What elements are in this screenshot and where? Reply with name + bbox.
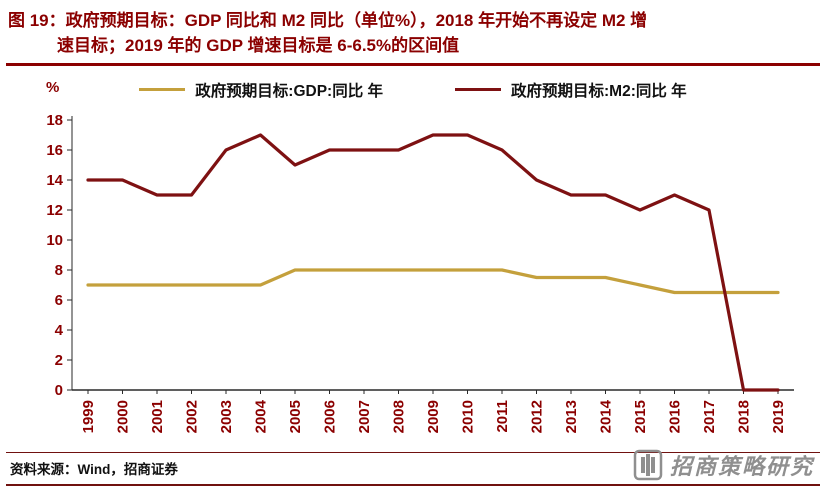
legend-line-swatch xyxy=(455,87,502,92)
svg-text:8: 8 xyxy=(55,262,63,279)
legend-label: 政府预期目标:M2:同比 年 xyxy=(511,82,687,100)
legend-line-swatch xyxy=(139,87,186,92)
svg-text:6: 6 xyxy=(55,292,63,309)
svg-text:18: 18 xyxy=(46,112,63,129)
svg-text:16: 16 xyxy=(46,142,63,159)
cms-logo-icon xyxy=(633,449,663,481)
svg-text:2009: 2009 xyxy=(425,400,442,433)
figure-title-line1: 图 19：政府预期目标：GDP 同比和 M2 同比（单位%），2018 年开始不… xyxy=(8,11,648,30)
figure-title: 图 19：政府预期目标：GDP 同比和 M2 同比（单位%），2018 年开始不… xyxy=(0,0,826,58)
source-text: 资料来源：Wind，招商证券 xyxy=(10,462,178,477)
legend-row: % 政府预期目标:GDP:同比 年 政府预期目标:M2:同比 年 xyxy=(0,74,826,104)
line-chart: 0 2 4 6 8 10 12 14 16 18 1999 2000 2001 2002 2003 2004 2… xyxy=(46,112,794,433)
svg-text:2019: 2019 xyxy=(770,400,787,433)
svg-text:2007: 2007 xyxy=(356,400,373,433)
svg-text:2010: 2010 xyxy=(460,400,477,433)
legend-label: 政府预期目标:GDP:同比 年 xyxy=(195,82,384,100)
y-axis-unit-label: % xyxy=(46,78,60,96)
svg-text:12: 12 xyxy=(46,202,63,219)
svg-text:2000: 2000 xyxy=(115,400,132,433)
svg-text:2004: 2004 xyxy=(253,399,270,433)
svg-text:2003: 2003 xyxy=(218,400,235,433)
svg-text:2002: 2002 xyxy=(184,400,201,433)
svg-text:1999: 1999 xyxy=(80,400,97,433)
svg-text:2013: 2013 xyxy=(563,400,580,433)
svg-text:2012: 2012 xyxy=(529,400,546,433)
watermark: 招商策略研究 xyxy=(633,448,814,482)
legend-item: 政府预期目标:GDP:同比 年 xyxy=(139,79,383,101)
svg-text:2015: 2015 xyxy=(632,400,649,433)
svg-text:2005: 2005 xyxy=(287,400,304,433)
svg-text:2011: 2011 xyxy=(494,400,511,433)
title-divider xyxy=(6,63,820,66)
svg-text:14: 14 xyxy=(46,172,63,189)
svg-text:2001: 2001 xyxy=(149,400,166,433)
svg-text:2018: 2018 xyxy=(736,400,753,433)
svg-text:0: 0 xyxy=(55,382,63,399)
svg-text:2017: 2017 xyxy=(701,400,718,433)
svg-text:2008: 2008 xyxy=(391,400,408,433)
svg-text:2016: 2016 xyxy=(667,400,684,433)
source-row: 资料来源：Wind，招商证券 xyxy=(6,452,820,486)
svg-text:2006: 2006 xyxy=(322,400,339,433)
svg-text:2014: 2014 xyxy=(598,399,615,433)
legend: 政府预期目标:GDP:同比 年 政府预期目标:M2:同比 年 xyxy=(0,74,826,101)
svg-text:2: 2 xyxy=(55,352,63,369)
figure-title-line2: 速目标；2019 年的 GDP 增速目标是 6-6.5%的区间值 xyxy=(57,36,460,55)
svg-text:4: 4 xyxy=(55,322,64,339)
watermark-text: 招商策略研究 xyxy=(669,454,814,479)
legend-item: 政府预期目标:M2:同比 年 xyxy=(455,79,687,101)
svg-text:10: 10 xyxy=(46,232,63,249)
